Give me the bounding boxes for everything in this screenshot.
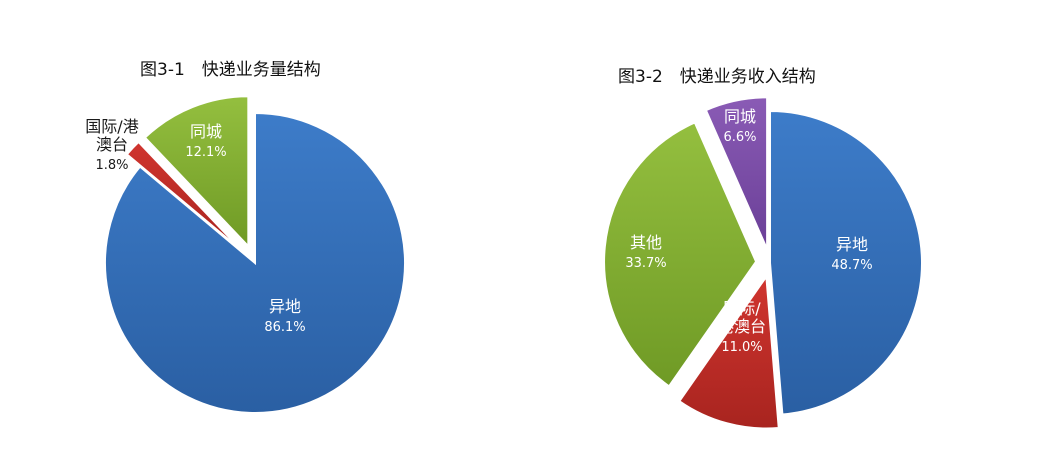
pie-slice-2-2 (677, 273, 780, 430)
slice-label-1-2: 国际/港澳台 1.8% (85, 117, 138, 173)
slice-label-2-3: 其他 33.7% (625, 233, 666, 271)
pie-slice-2-1 (769, 109, 923, 416)
slice-label-2-1: 异地 48.7% (831, 235, 872, 273)
pie-slice-1-1 (104, 111, 406, 414)
slice-label-1-1: 异地 86.1% (264, 297, 305, 335)
slice-label-1-3: 同城 12.1% (185, 122, 226, 160)
pie-slice-1-2 (125, 140, 243, 252)
pie-slice-1-3 (143, 95, 250, 249)
slice-label-2-4: 同城 6.6% (723, 107, 756, 145)
pie-slice-2-4 (704, 96, 769, 250)
chart-title-revenue: 图3-2 快递业务收入结构 (618, 67, 816, 87)
slice-label-2-2: 国际/港澳台 11.0% (718, 299, 766, 355)
chart-title-volume: 图3-1 快递业务量结构 (140, 60, 321, 80)
pie-slice-2-3 (603, 121, 758, 388)
